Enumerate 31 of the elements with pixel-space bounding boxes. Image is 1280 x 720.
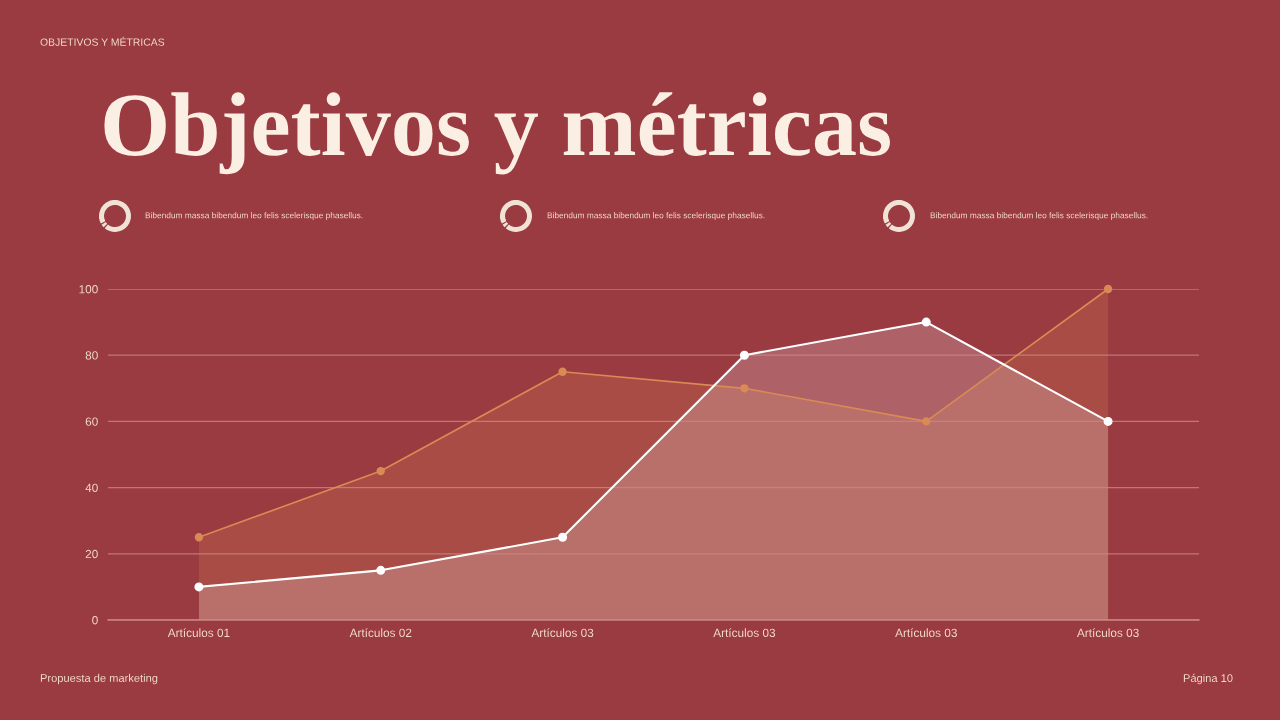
x-tick-label: Artículos 01 <box>167 628 230 637</box>
y-tick-label: 20 <box>85 549 98 559</box>
point <box>194 582 204 592</box>
point <box>194 533 204 542</box>
point <box>1103 416 1113 426</box>
point <box>922 417 931 426</box>
chart-title: Objetivos y métricas <box>104 92 891 175</box>
text: Página 10 <box>1183 673 1233 685</box>
y-tick-label: 60 <box>85 417 98 426</box>
point <box>376 565 386 575</box>
x-tick-label: Artículos 03 <box>713 628 776 637</box>
text: Bibendum massa bibendum leo felis scelerisque phasellus. <box>547 212 765 220</box>
x-tick-label: Artículos 02 <box>349 628 412 637</box>
point <box>739 350 749 360</box>
y-tick-label: 80 <box>85 351 98 360</box>
text: OBJETIVOS Y MÉTRICAS <box>40 36 165 46</box>
point <box>376 466 385 476</box>
y-tick-label: 100 <box>79 285 98 294</box>
point <box>558 367 567 376</box>
text: Propuesta de marketing <box>40 673 158 685</box>
text: Bibendum massa bibendum leo felis scelerisque phasellus. <box>930 212 1148 220</box>
point <box>921 317 931 327</box>
x-tick-label: Artículos 03 <box>1076 628 1139 637</box>
y-tick-label: 0 <box>92 616 98 625</box>
text: Bibendum massa bibendum leo felis scelerisque phasellus. <box>145 212 363 220</box>
point <box>1103 284 1113 294</box>
point <box>558 532 568 542</box>
y-tick-label: 40 <box>85 483 98 492</box>
point <box>740 384 749 393</box>
x-tick-label: Artículos 03 <box>531 628 594 637</box>
x-tick-label: Artículos 03 <box>895 628 957 637</box>
